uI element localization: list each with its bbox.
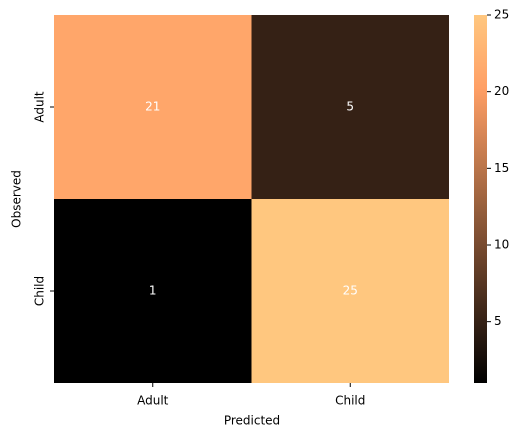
cell-annotation: 1 [149,284,157,298]
colorbar-tick-label: 25 [494,8,509,22]
x-tick-label: Adult [137,394,169,408]
y-tick-label: Child [33,276,47,306]
colorbar-tick-label: 15 [494,161,509,175]
colorbar [474,15,487,383]
colorbar-tick-label: 20 [494,84,509,98]
cell-annotation: 21 [145,100,160,114]
x-axis-label: Predicted [224,414,280,428]
colorbar-tick-label: 5 [494,314,502,328]
y-axis-label: Observed [10,170,24,228]
cell-annotation: 25 [343,284,358,298]
heatmap-cell [54,15,252,199]
y-tick-label: Adult [33,91,47,123]
x-tick-label: Child [335,394,365,408]
heatmap-cell [54,199,252,383]
heatmap-cell [251,15,449,199]
cell-annotation: 5 [346,100,354,114]
heatmap-cell [251,199,449,383]
colorbar-tick-label: 10 [494,238,509,252]
